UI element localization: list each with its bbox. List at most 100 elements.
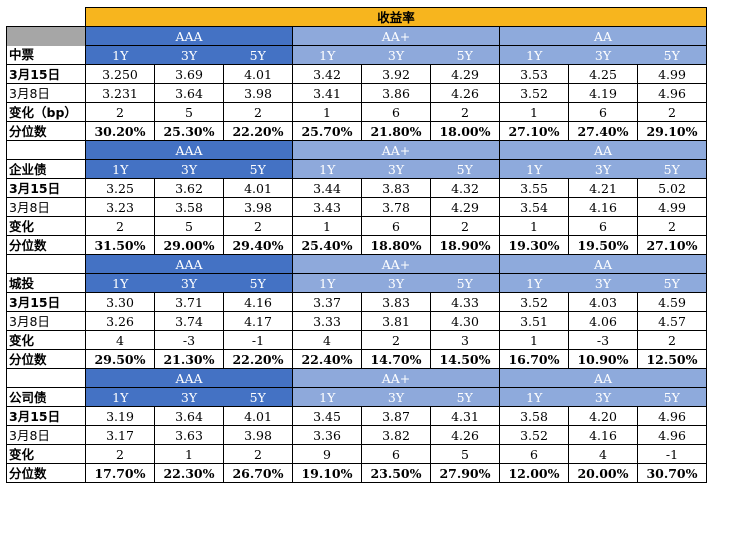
tenor-label: 5Y <box>430 159 500 179</box>
value-cell: 3.52 <box>499 83 569 103</box>
grade-header-cell <box>292 254 362 274</box>
value-cell: 4.03 <box>568 292 638 312</box>
table-row: 3月15日 3.25 3.62 4.01 3.44 3.83 4.32 3.55 4.21 5.0… <box>6 178 707 198</box>
grade-label: AA <box>568 140 638 160</box>
table-row: 3月15日 3.250 3.69 4.01 3.42 3.92 4.29 3.53 4.25 4.… <box>6 64 707 84</box>
value-cell: 6 <box>361 444 431 464</box>
value-cell: 4.99 <box>637 197 707 217</box>
value-cell: 4.06 <box>568 311 638 331</box>
tenor-label: 5Y <box>637 159 707 179</box>
value-cell: 5.02 <box>637 178 707 198</box>
tenor-label: 3Y <box>361 45 431 65</box>
value-cell: 4.26 <box>430 425 500 445</box>
table-row: 3月8日 3.26 3.74 4.17 3.33 3.81 4.30 3.51 4.06 4.57 <box>6 311 707 331</box>
yield-table: 收益率 AAA AA+ AA 中票 1Y 3Y 5Y 1Y 3Y 5Y 1Y 3Y 5Y 3月15日 3.25… <box>6 7 707 483</box>
value-cell: 9 <box>292 444 362 464</box>
value-cell: 3.41 <box>292 83 362 103</box>
value-cell: 3.42 <box>292 64 362 84</box>
value-cell: 3.36 <box>292 425 362 445</box>
value-cell: 3.58 <box>499 406 569 426</box>
tenor-label: 1Y <box>499 159 569 179</box>
grade-label: AA <box>568 368 638 388</box>
value-cell: 4.25 <box>568 64 638 84</box>
value-cell: 3.37 <box>292 292 362 312</box>
value-cell: 22.20% <box>223 121 293 141</box>
table-row: 3月15日 3.19 3.64 4.01 3.45 3.87 4.31 3.58 4.20 4.9… <box>6 406 707 426</box>
grade-header-cell <box>499 368 569 388</box>
tenor-label: 5Y <box>223 273 293 293</box>
grade-header-cell <box>430 140 500 160</box>
value-cell: -3 <box>568 330 638 350</box>
value-cell: 2 <box>85 102 155 122</box>
tenor-label: 1Y <box>85 45 155 65</box>
tenor-label: 5Y <box>223 45 293 65</box>
value-cell: 3.55 <box>499 178 569 198</box>
tenor-label: 3Y <box>568 45 638 65</box>
tenor-label: 1Y <box>292 273 362 293</box>
value-cell: 18.80% <box>361 235 431 255</box>
row-label: 分位数 <box>6 121 86 141</box>
grade-header-row: AAA AA+ AA <box>6 368 707 388</box>
value-cell: 3.98 <box>223 83 293 103</box>
table-row: 变化（bp） 2 5 2 1 6 2 1 6 2 <box>6 102 707 122</box>
tenor-label: 3Y <box>361 159 431 179</box>
grade-header-cell <box>637 368 707 388</box>
value-cell: 3.64 <box>154 406 224 426</box>
row-label: 分位数 <box>6 235 86 255</box>
row-label: 变化（bp） <box>6 102 86 122</box>
value-cell: 1 <box>154 444 224 464</box>
value-cell: 3.87 <box>361 406 431 426</box>
row-label: 分位数 <box>6 349 86 369</box>
value-cell: 3.33 <box>292 311 362 331</box>
value-cell: 4.96 <box>637 406 707 426</box>
value-cell: -1 <box>223 330 293 350</box>
table-row: 分位数 17.70% 22.30% 26.70% 19.10% 23.50% 27.90% 1… <box>6 463 707 483</box>
grade-header-row: AAA AA+ AA <box>6 26 707 46</box>
grade-label: AA+ <box>361 368 431 388</box>
value-cell: 29.50% <box>85 349 155 369</box>
grade-header-cell <box>292 140 362 160</box>
grade-header-cell <box>223 26 293 46</box>
value-cell: 4.99 <box>637 64 707 84</box>
value-cell: 3.63 <box>154 425 224 445</box>
value-cell: 3.43 <box>292 197 362 217</box>
value-cell: 3 <box>430 330 500 350</box>
tenor-label: 3Y <box>154 387 224 407</box>
value-cell: -3 <box>154 330 224 350</box>
value-cell: 4 <box>292 330 362 350</box>
value-cell: 20.00% <box>568 463 638 483</box>
value-cell: 3.30 <box>85 292 155 312</box>
value-cell: 19.30% <box>499 235 569 255</box>
section-label-top <box>6 254 86 274</box>
tenor-label: 3Y <box>361 273 431 293</box>
value-cell: 29.10% <box>637 121 707 141</box>
tenor-label: 1Y <box>292 387 362 407</box>
grade-header-cell <box>85 140 155 160</box>
row-label: 分位数 <box>6 463 86 483</box>
value-cell: 5 <box>154 102 224 122</box>
value-cell: 4 <box>85 330 155 350</box>
value-cell: 10.90% <box>568 349 638 369</box>
value-cell: 1 <box>499 330 569 350</box>
value-cell: 4.30 <box>430 311 500 331</box>
table-row: 3月8日 3.231 3.64 3.98 3.41 3.86 4.26 3.52 4.19 4.9… <box>6 83 707 103</box>
value-cell: 4.16 <box>223 292 293 312</box>
value-cell: 23.50% <box>361 463 431 483</box>
tenor-label: 1Y <box>85 273 155 293</box>
table-title: 收益率 <box>85 7 707 27</box>
value-cell: 19.50% <box>568 235 638 255</box>
grade-header-cell <box>499 140 569 160</box>
grade-label: AAA <box>154 254 224 274</box>
section-label-top <box>6 368 86 388</box>
value-cell: 6 <box>568 216 638 236</box>
value-cell: 3.58 <box>154 197 224 217</box>
value-cell: 4 <box>568 444 638 464</box>
value-cell: 6 <box>499 444 569 464</box>
value-cell: 12.00% <box>499 463 569 483</box>
value-cell: 4.16 <box>568 425 638 445</box>
tenor-label: 1Y <box>292 45 362 65</box>
tenor-label: 3Y <box>568 387 638 407</box>
row-label: 3月15日 <box>6 178 86 198</box>
section-name: 企业债 <box>6 159 86 179</box>
value-cell: 18.90% <box>430 235 500 255</box>
